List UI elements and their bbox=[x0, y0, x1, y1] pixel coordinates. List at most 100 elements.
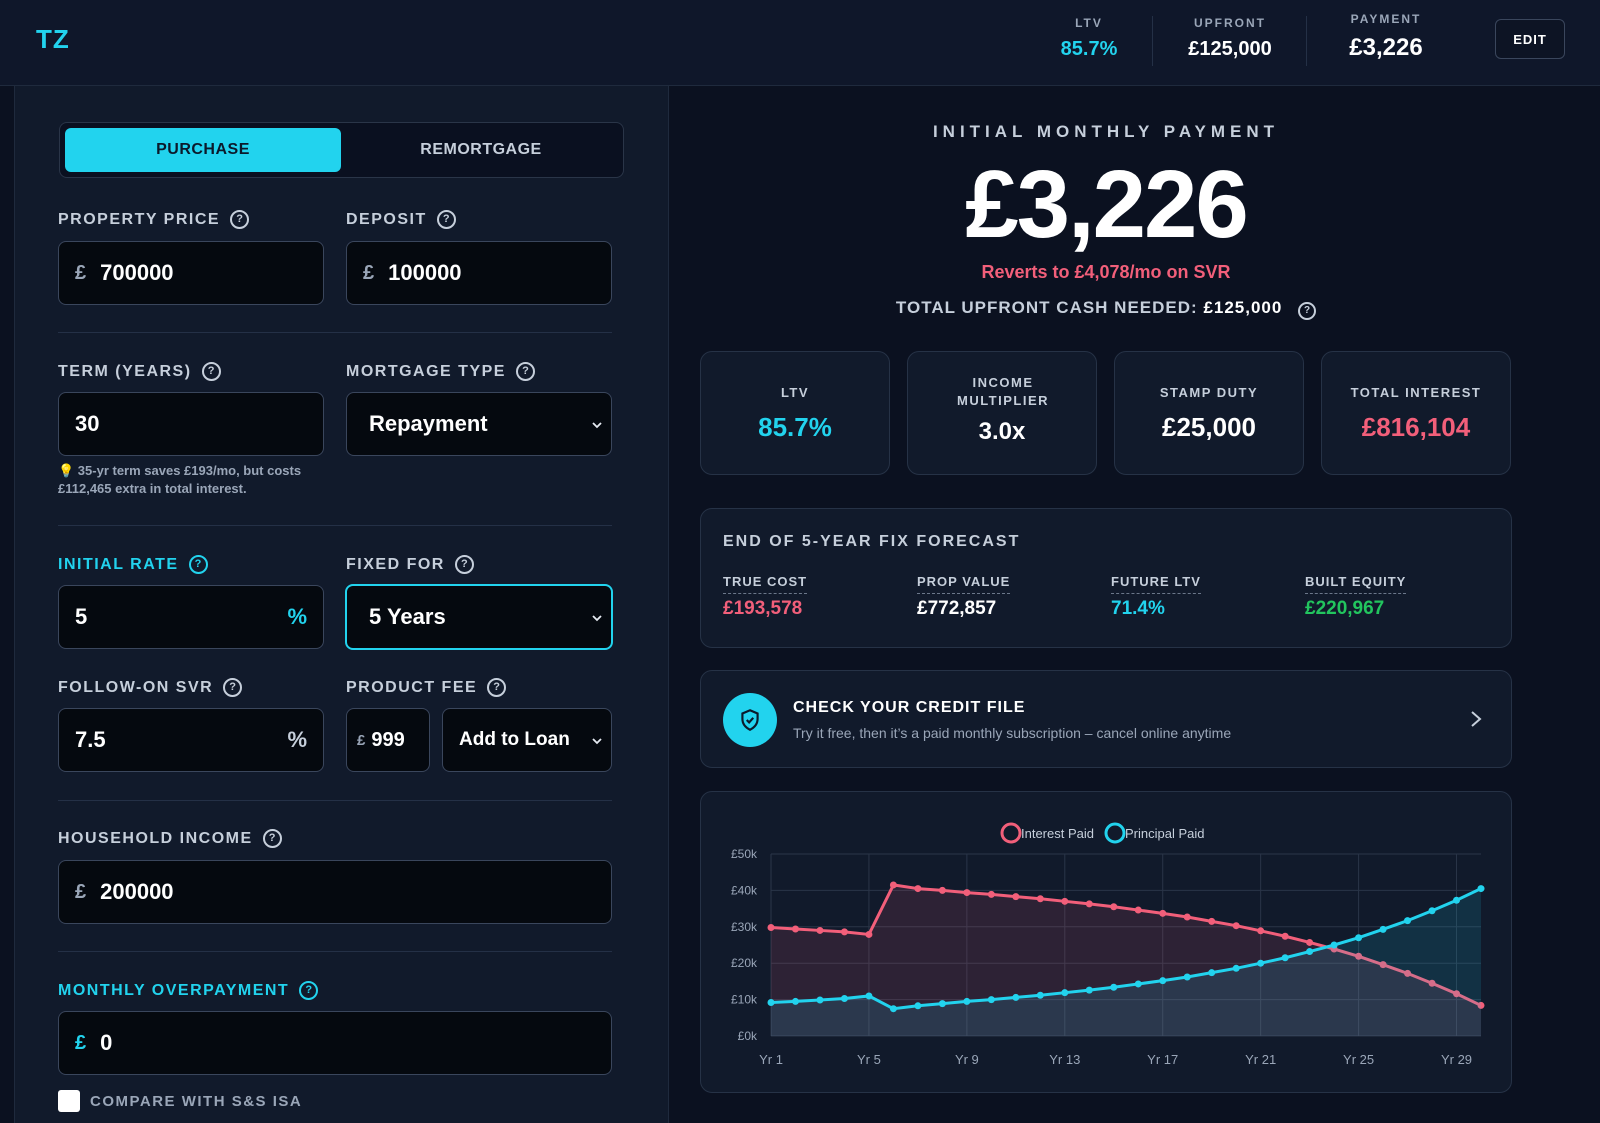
currency-symbol: £ bbox=[75, 261, 87, 284]
data-point bbox=[1232, 964, 1240, 972]
tab-remortgage[interactable]: REMORTGAGE bbox=[420, 141, 542, 158]
data-point bbox=[1477, 1001, 1485, 1009]
fixed-for-value: 5 Years bbox=[369, 604, 446, 629]
deposit-value: 100000 bbox=[388, 260, 462, 285]
stat-card-stamp-duty: STAMP DUTY £25,000 bbox=[1114, 351, 1304, 475]
help-icon[interactable]: ? bbox=[515, 362, 535, 381]
help-icon[interactable]: ? bbox=[454, 555, 474, 574]
divider bbox=[58, 800, 612, 801]
series-area bbox=[771, 888, 1481, 1036]
divider bbox=[58, 332, 612, 333]
x-tick-label: Yr 13 bbox=[1049, 1052, 1080, 1067]
stat-card-label: INCOME MULTIPLIER bbox=[956, 375, 1050, 408]
compare-isa-checkbox[interactable] bbox=[58, 1090, 80, 1112]
data-point bbox=[987, 996, 995, 1004]
data-point bbox=[914, 885, 922, 893]
tab-purchase[interactable]: PURCHASE bbox=[65, 128, 341, 172]
data-point bbox=[1306, 948, 1314, 956]
help-icon[interactable]: ? bbox=[487, 678, 507, 697]
follow-on-svr-label: FOLLOW-ON SVR? bbox=[58, 678, 243, 697]
household-income-input[interactable]: £ 200000 bbox=[58, 860, 612, 924]
y-tick-label: £50k bbox=[731, 847, 758, 861]
forecast-label[interactable]: TRUE COST bbox=[723, 574, 808, 594]
help-icon[interactable]: ? bbox=[230, 210, 250, 229]
data-point bbox=[1159, 909, 1167, 917]
x-tick-label: Yr 17 bbox=[1147, 1052, 1178, 1067]
data-point bbox=[865, 930, 873, 938]
credit-file-card[interactable]: CHECK YOUR CREDIT FILE Try it free, then… bbox=[700, 670, 1512, 768]
header-ltv-label: LTV bbox=[1075, 16, 1103, 30]
legend-label: Interest Paid bbox=[1021, 826, 1094, 841]
data-point bbox=[1306, 938, 1314, 946]
product-fee-option-select[interactable]: Add to Loan bbox=[442, 708, 612, 772]
forecast-label[interactable]: BUILT EQUITY bbox=[1305, 574, 1407, 594]
term-value: 30 bbox=[75, 411, 100, 436]
data-point bbox=[1085, 986, 1093, 994]
y-tick-label: £40k bbox=[731, 883, 758, 897]
data-point bbox=[1404, 969, 1412, 977]
help-icon[interactable]: ? bbox=[188, 555, 208, 574]
forecast-label[interactable]: PROP VALUE bbox=[917, 574, 1011, 594]
stat-card-label: STAMP DUTY bbox=[1159, 385, 1259, 400]
term-input[interactable]: 30 bbox=[58, 392, 324, 456]
data-point bbox=[1355, 952, 1363, 960]
data-point bbox=[840, 995, 848, 1003]
legend-marker bbox=[1104, 822, 1126, 844]
mode-toggle: PURCHASE REMORTGAGE bbox=[59, 122, 624, 178]
forecast-label[interactable]: FUTURE LTV bbox=[1111, 574, 1201, 594]
data-point bbox=[1134, 980, 1142, 988]
help-icon[interactable]: ? bbox=[262, 829, 282, 848]
property-price-input[interactable]: £ 700000 bbox=[58, 241, 324, 305]
fixed-for-select[interactable]: 5 Years bbox=[345, 584, 613, 650]
deposit-label: DEPOSIT? bbox=[346, 210, 456, 229]
property-price-value: 700000 bbox=[100, 260, 174, 285]
data-point bbox=[816, 926, 824, 934]
edit-button[interactable]: EDIT bbox=[1495, 19, 1565, 59]
monthly-overpayment-label: MONTHLY OVERPAYMENT? bbox=[58, 981, 319, 1000]
data-point bbox=[1330, 941, 1338, 949]
forecast-value: 71.4% bbox=[1111, 598, 1165, 619]
mortgage-type-value: Repayment bbox=[369, 411, 488, 436]
stat-card-label: LTV bbox=[780, 385, 810, 400]
help-icon[interactable]: ? bbox=[436, 210, 456, 229]
term-hint: 💡 35-yr term saves £193/mo, but costs £1… bbox=[58, 463, 302, 496]
help-icon[interactable]: ? bbox=[299, 981, 319, 1000]
help-icon[interactable]: ? bbox=[1298, 302, 1317, 320]
credit-file-subtitle: Try it free, then it’s a paid monthly su… bbox=[793, 725, 1232, 741]
stat-card-value: 3.0x bbox=[978, 418, 1026, 445]
data-point bbox=[1134, 906, 1142, 914]
product-fee-value: 999 bbox=[371, 728, 405, 751]
help-icon[interactable]: ? bbox=[201, 362, 221, 381]
data-point bbox=[889, 1005, 897, 1013]
logo[interactable]: TZ bbox=[36, 24, 70, 54]
follow-on-svr-input[interactable]: 7.5 % bbox=[58, 708, 324, 772]
forecast-prop-value: PROP VALUE £772,857 bbox=[917, 573, 1011, 620]
data-point bbox=[767, 924, 775, 932]
legend-marker bbox=[1000, 822, 1022, 844]
forecast-built-equity: BUILT EQUITY £220,967 bbox=[1305, 573, 1407, 620]
chevron-down-icon bbox=[592, 422, 602, 429]
data-point bbox=[987, 890, 995, 898]
series-line bbox=[770, 883, 1482, 1007]
data-point bbox=[1208, 917, 1216, 925]
product-fee-input[interactable]: £ 999 bbox=[346, 708, 430, 772]
deposit-input[interactable]: £ 100000 bbox=[346, 241, 612, 305]
data-point bbox=[889, 881, 897, 889]
household-income-label: HOUSEHOLD INCOME? bbox=[58, 829, 282, 848]
x-tick-label: Yr 29 bbox=[1441, 1052, 1472, 1067]
mortgage-type-select[interactable]: Repayment bbox=[346, 392, 612, 456]
initial-rate-input[interactable]: 5 % bbox=[58, 585, 324, 649]
monthly-payment-value: £3,226 bbox=[965, 151, 1249, 258]
data-point bbox=[840, 928, 848, 936]
term-label: TERM (YEARS)? bbox=[58, 362, 221, 381]
monthly-overpayment-input[interactable]: £ 0 bbox=[58, 1011, 612, 1075]
data-point bbox=[791, 997, 799, 1005]
upfront-value: £125,000 bbox=[1203, 298, 1283, 317]
help-icon[interactable]: ? bbox=[223, 678, 243, 697]
data-point bbox=[1110, 903, 1118, 911]
data-point bbox=[963, 889, 971, 897]
data-point bbox=[1183, 973, 1191, 981]
product-fee-option-value: Add to Loan bbox=[459, 729, 570, 750]
summary-title: INITIAL MONTHLY PAYMENT bbox=[932, 122, 1280, 141]
data-point bbox=[1453, 896, 1461, 904]
